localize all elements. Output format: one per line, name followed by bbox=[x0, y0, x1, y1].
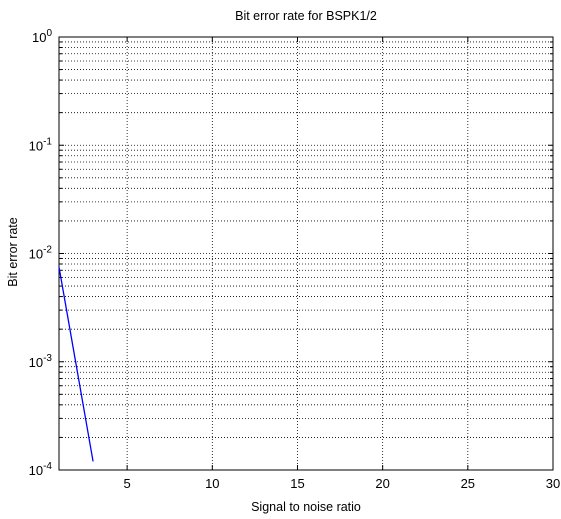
x-tick-label: 25 bbox=[461, 476, 475, 491]
y-tick-label: 10-1 bbox=[29, 136, 53, 153]
y-tick-label: 10-4 bbox=[29, 461, 53, 478]
y-tick-label: 100 bbox=[32, 28, 52, 45]
x-tick-label: 20 bbox=[375, 476, 389, 491]
minor-grid bbox=[59, 41, 553, 438]
x-tick-label: 30 bbox=[546, 476, 560, 491]
y-tick-label: 10-3 bbox=[29, 353, 53, 370]
x-axis-label: Signal to noise ratio bbox=[251, 500, 361, 514]
x-tick-label: 15 bbox=[290, 476, 304, 491]
x-tick-label: 10 bbox=[205, 476, 219, 491]
chart-title: Bit error rate for BSPK1/2 bbox=[235, 9, 377, 23]
x-tick-label: 5 bbox=[124, 476, 131, 491]
x-tick-labels: 5 10 15 20 25 30 bbox=[124, 476, 561, 491]
y-tick-labels: 10-4 10-3 10-2 10-1 100 bbox=[29, 28, 53, 478]
series-layer bbox=[58, 266, 94, 462]
series-line bbox=[58, 266, 94, 462]
y-axis-label: Bit error rate bbox=[6, 217, 20, 287]
y-tick-label: 10-2 bbox=[29, 245, 53, 262]
tick-marks bbox=[59, 36, 554, 471]
